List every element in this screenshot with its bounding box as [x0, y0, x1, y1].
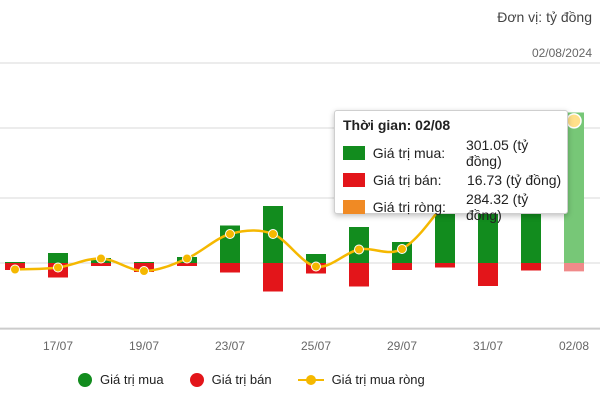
tooltip-value: 301.05 (tỷ đồng): [465, 136, 529, 169]
x-tick-label: 31/07: [473, 339, 503, 353]
chart-legend: Giá trị mua Giá trị bán Giá trị mua ròng: [78, 372, 451, 387]
x-tick-label: 25/07: [301, 339, 331, 353]
legend-item-net[interactable]: Giá trị mua ròng: [297, 372, 425, 387]
net-point: [354, 244, 364, 255]
sell-bar: [349, 263, 369, 287]
buy-bar: [48, 253, 68, 263]
legend-dot-icon: [78, 372, 92, 387]
sell-bar: [564, 263, 584, 272]
tooltip-swatch-net: [343, 199, 365, 214]
tooltip-value: 284.32 (tỷ đồng): [465, 190, 529, 223]
tooltip-label: Giá trị mua:: [372, 144, 446, 161]
sell-bar: [91, 263, 111, 266]
unit-label: Đơn vị: tỷ đồng: [497, 9, 592, 25]
net-point: [268, 229, 278, 239]
tooltip-row-net: Giá trị ròng: 284.32 (tỷ đồng): [343, 190, 567, 223]
net-point: [225, 229, 235, 239]
legend-item-buy[interactable]: Giá trị mua: [78, 372, 164, 387]
tooltip-row-sell: Giá trị bán: 16.73 (tỷ đồng): [343, 166, 567, 193]
buy-bar: [564, 112, 584, 263]
legend-line-icon: [297, 373, 324, 387]
net-point: [139, 266, 149, 276]
sell-bar: [263, 263, 283, 292]
sell-bar: [521, 263, 541, 271]
buy-bar: [306, 254, 326, 263]
x-tick-label: 17/07: [43, 339, 73, 353]
legend-label: Giá trị mua: [100, 372, 164, 387]
tooltip-label: Giá trị ròng:: [372, 198, 446, 215]
net-point: [182, 253, 192, 264]
date-label: 02/08/2024: [531, 46, 592, 60]
legend-label: Giá trị mua ròng: [331, 372, 425, 387]
net-point: [96, 253, 106, 264]
net-point: [10, 264, 20, 275]
x-tick-labels: 17/07 19/07 23/07 25/07 29/07 31/07 02/08: [43, 339, 589, 353]
buy-bar: [435, 198, 455, 263]
net-point: [397, 244, 407, 254]
tooltip-row-buy: Giá trị mua: 301.05 (tỷ đồng): [343, 136, 567, 169]
sell-bar: [220, 263, 240, 273]
legend-dot-icon: [189, 372, 204, 387]
tooltip-swatch-buy: [343, 145, 365, 160]
chart-tooltip: Thời gian: 02/08 Giá trị mua: 301.05 (tỷ…: [334, 110, 568, 223]
legend-item-sell[interactable]: Giá trị bán: [189, 372, 272, 387]
sell-bar: [478, 263, 498, 286]
tooltip-value: 16.73 (tỷ đồng): [467, 171, 562, 188]
net-point: [311, 261, 321, 272]
sell-bar: [392, 263, 412, 270]
x-tick-label: 19/07: [129, 339, 159, 353]
tooltip-swatch-sell: [343, 172, 365, 187]
buy-bar: [134, 262, 154, 263]
x-tick-label: 02/08: [559, 339, 589, 353]
x-tick-label: 23/07: [215, 339, 245, 353]
buy-bar: [5, 262, 25, 263]
x-tick-label: 29/07: [387, 339, 417, 353]
legend-label: Giá trị bán: [211, 372, 272, 387]
net-point-active: [566, 113, 582, 129]
tooltip-title: Thời gian: 02/08: [343, 117, 451, 133]
sell-bar: [177, 263, 197, 266]
tooltip-label: Giá trị bán:: [373, 171, 442, 188]
sell-bar: [435, 263, 455, 268]
net-point: [53, 262, 63, 273]
